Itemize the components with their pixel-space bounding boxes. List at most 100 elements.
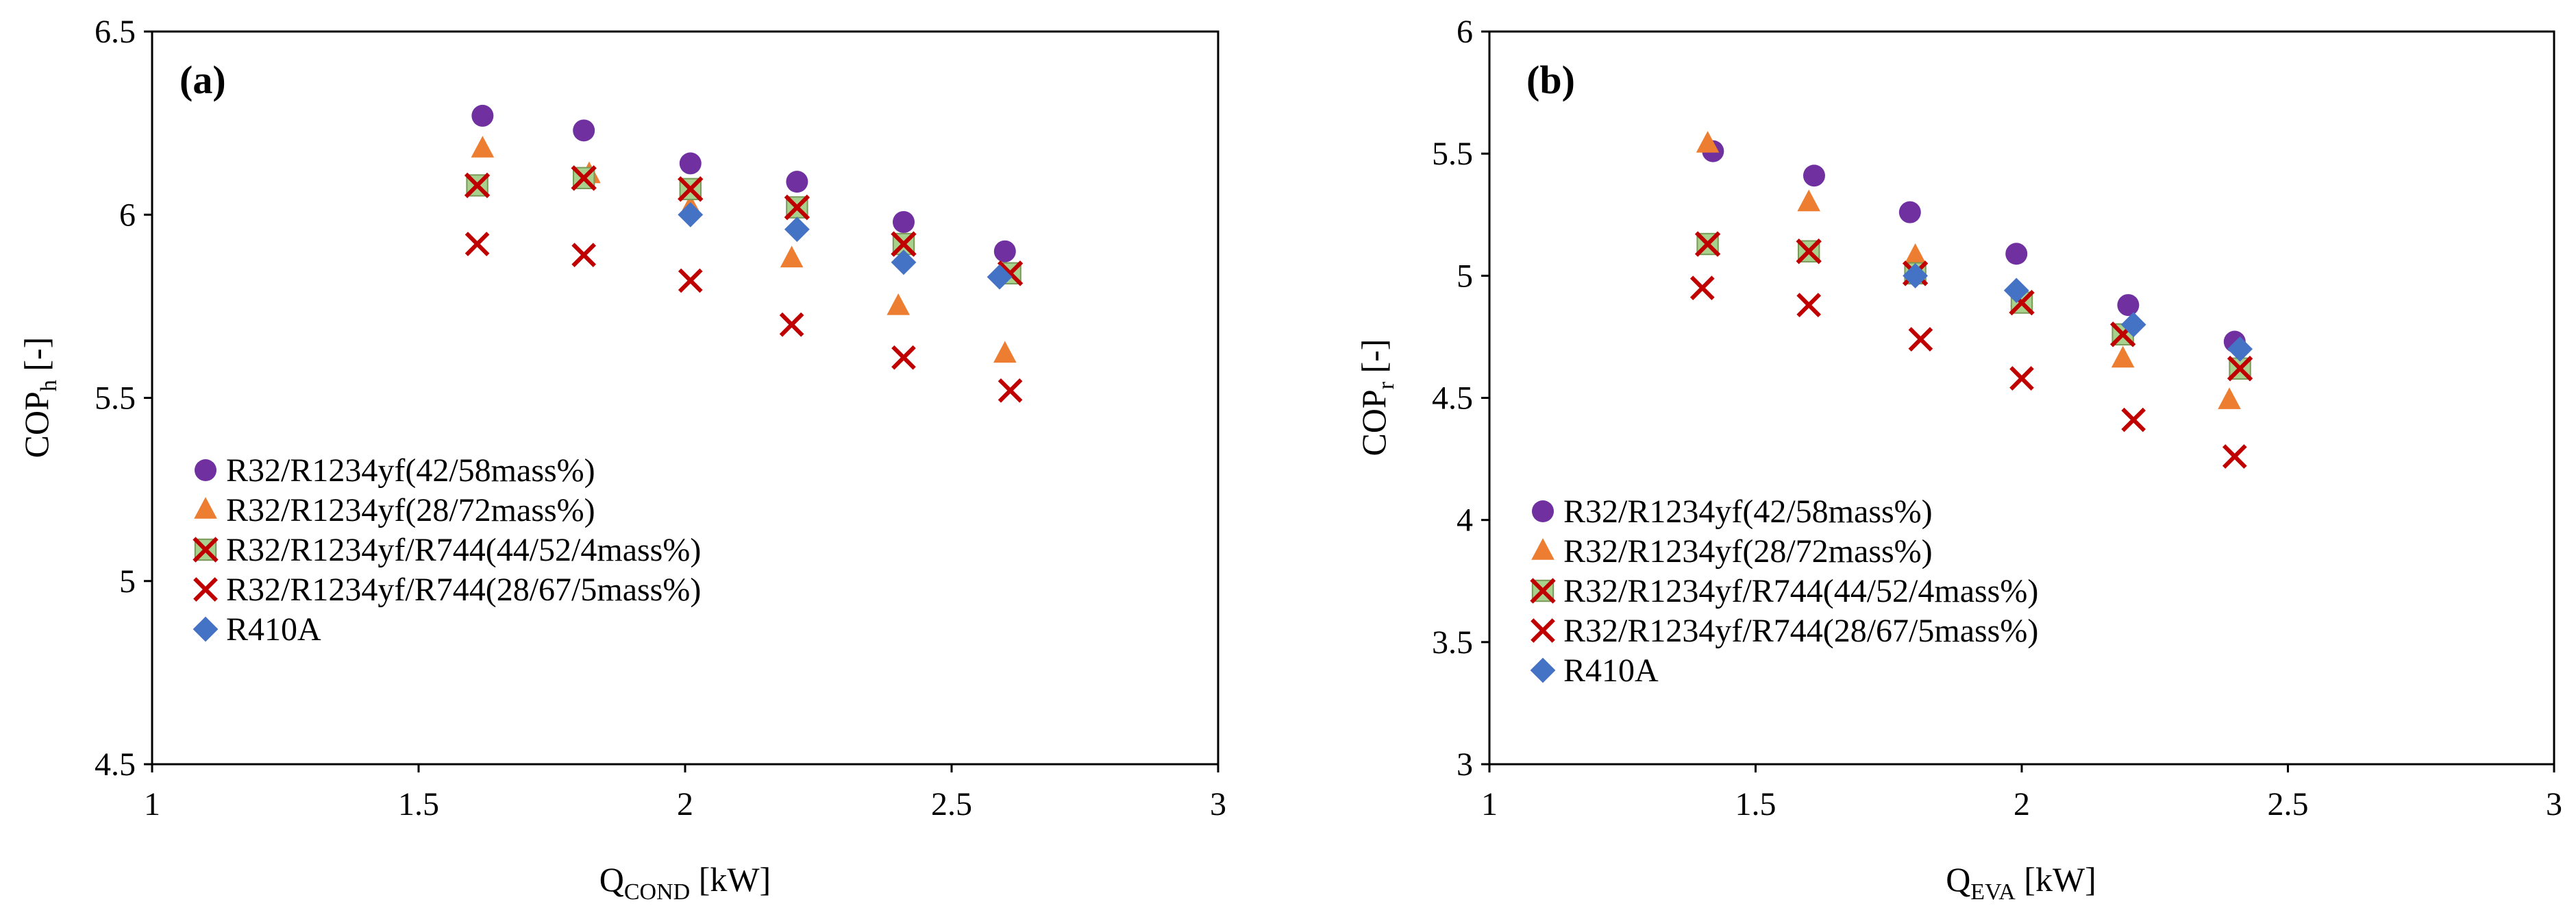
y-tick-label: 3 [1457,746,1473,783]
cross-marker [571,165,597,191]
legend-item: R32/R1234yf(42/58mass%) [1532,493,1933,530]
circle-marker [2117,294,2140,317]
legend-label: R410A [1563,652,1659,689]
cross-marker [2121,407,2146,432]
data-point [784,194,810,221]
data-point [471,136,495,158]
data-point [987,264,1013,290]
data-point [784,217,810,243]
y-tick-label: 3.5 [1432,624,1473,661]
series-5 [1903,263,2253,362]
legend-item: R32/R1234yf(42/58mass%) [195,452,595,489]
legend-item: R32/R1234yf(28/72mass%) [194,492,595,528]
circle-marker [195,459,216,481]
circle-marker [892,210,915,233]
legend-marker [1530,578,1556,604]
cross-marker [571,243,597,267]
data-point [571,243,597,267]
data-points-a [464,104,1024,403]
y-tick-label: 5 [1457,258,1473,294]
legend-label: R32/R1234yf(28/72mass%) [226,492,595,528]
triangle-marker [1531,538,1555,560]
x-tick-label: 1.5 [398,786,439,822]
y-tick-label: 6 [119,197,136,233]
cross-marker [1796,239,1822,265]
cross-marker [1530,578,1556,604]
legend-item: R410A [193,611,321,648]
legend-item: R410A [1530,652,1659,689]
legend-label: R32/R1234yf(42/58mass%) [226,452,595,489]
circle-marker [573,119,595,142]
cross-marker [678,176,704,202]
data-point [780,245,804,268]
triangle-marker [1797,189,1820,212]
data-point [1796,239,1822,265]
cross-marker [1796,293,1822,317]
data-point [678,202,704,228]
circle-marker [1532,500,1554,522]
legend-label: R410A [226,611,321,648]
data-point [2227,336,2253,362]
series-5 [678,202,1013,290]
legend-label: R32/R1234yf/R744(28/67/5mass%) [226,572,701,608]
legend-marker [193,577,218,602]
chart-panel-a: (a) 4.5 5 5.5 6 6.5 1 1.5 2 2.5 3 QCOND [kW] COP… [17,14,1226,905]
diamond-marker [2003,278,2029,304]
legend-item: R32/R1234yf/R744(28/67/5mass%) [1531,613,2038,649]
plot-area-a [151,30,1219,766]
data-point [2120,312,2146,337]
legend-item: R32/R1234yf/R744(44/52/4mass%) [193,532,701,568]
cross-marker [1689,276,1715,300]
triangle-marker [993,341,1017,363]
y-tick-labels-b: 3 3.5 4 4.5 5 5.5 6 [1432,14,1489,783]
cross-marker [464,172,491,199]
data-point [998,378,1023,403]
data-point [1903,263,1928,289]
legend-marker [193,537,219,563]
legend-marker [193,616,219,642]
data-point [471,104,494,127]
chart-panel-b: (b) 3 3.5 4 4.5 5 5.5 6 1 1.5 2 2.5 3 QEVA [kW] CO… [1354,14,2562,905]
legend-item: R32/R1234yf/R744(44/52/4mass%) [1530,573,2038,609]
plot-area-b [1488,30,2555,766]
y-tick-label: 4 [1457,502,1473,539]
y-tick-label: 4.5 [1432,380,1473,417]
y-tick-label: 5.5 [1432,136,1473,172]
legend-marker [1531,618,1555,643]
y-tick-label: 5 [119,563,136,600]
data-point [2111,345,2135,368]
x-tick-label: 3 [1210,786,1226,822]
data-point [2121,407,2146,432]
data-point [1696,131,1720,153]
data-point [2117,294,2140,317]
triangle-marker [887,293,910,315]
legend-marker [195,459,216,481]
data-point [887,293,910,315]
data-point [573,119,595,142]
data-point [2009,366,2034,391]
y-axis-label-b: COPr [-] [1354,339,1399,456]
data-point [993,341,1017,363]
diamond-marker [784,217,810,243]
data-point [993,240,1016,263]
diamond-marker [2120,312,2146,337]
triangle-marker [780,245,804,268]
circle-marker [679,152,702,175]
data-point [1797,189,1820,212]
diamond-marker [2227,336,2253,362]
x-tick-label: 1 [144,786,160,822]
circle-marker [471,104,494,127]
x-tick-label: 2.5 [931,786,972,822]
data-point [892,210,915,233]
cross-marker [1694,231,1721,257]
y-tick-labels-a: 4.5 5 5.5 6 6.5 [95,14,152,783]
series-1 [471,104,1016,263]
x-tick-label: 2 [677,786,693,822]
legend-label: R32/R1234yf(42/58mass%) [1563,493,1933,530]
x-tick-label: 2.5 [2268,786,2309,822]
panel-label-b: (b) [1526,58,1575,102]
data-point [1898,201,1921,223]
circle-marker [2005,243,2028,265]
y-axis-label-a: COPh [-] [17,337,62,459]
